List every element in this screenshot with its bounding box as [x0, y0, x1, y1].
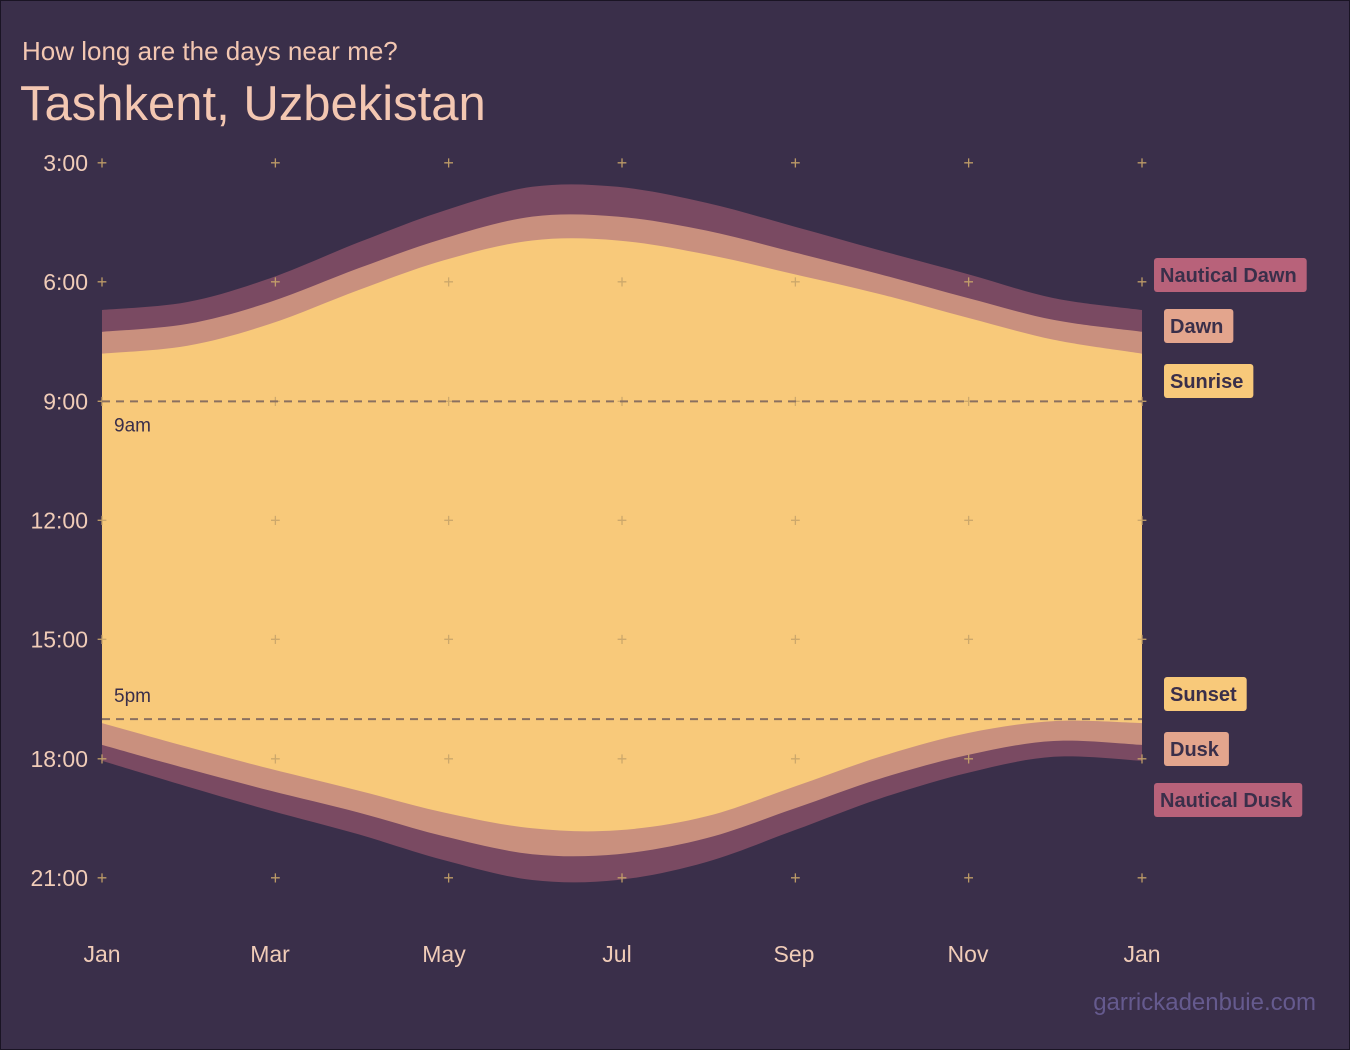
x-tick-label: Mar [250, 941, 290, 967]
grid-cross: + [270, 868, 281, 888]
chart-title: Tashkent, Uzbekistan [20, 77, 486, 131]
reference-line-label: 9am [114, 415, 151, 436]
grid-cross: + [617, 630, 628, 650]
series-label: Sunset [1164, 677, 1247, 711]
y-tick-label: 3:00 [43, 150, 88, 176]
x-tick-label: Jul [602, 941, 631, 967]
x-tick-label: Sep [774, 941, 815, 967]
x-tick-label: Jan [83, 941, 120, 967]
grid-cross: + [963, 272, 974, 292]
y-tick-label: 12:00 [30, 508, 88, 534]
grid-cross: + [963, 153, 974, 173]
grid-cross: + [97, 272, 108, 292]
svg-text:Nautical Dawn: Nautical Dawn [1160, 265, 1297, 287]
grid-cross: + [270, 272, 281, 292]
svg-text:Nautical Dusk: Nautical Dusk [1160, 790, 1293, 812]
grid-cross: + [1137, 749, 1148, 769]
daylight-bands [102, 184, 1142, 883]
svg-text:Dusk: Dusk [1170, 739, 1220, 761]
daylight-band [102, 238, 1142, 832]
grid-cross: + [1137, 630, 1148, 650]
grid-cross: + [790, 630, 801, 650]
y-tick-label: 21:00 [30, 865, 88, 891]
grid-cross: + [97, 868, 108, 888]
y-tick-label: 18:00 [30, 746, 88, 772]
grid-cross: + [617, 868, 628, 888]
x-tick-label: Nov [948, 941, 989, 967]
grid-cross: + [443, 272, 454, 292]
grid-cross: + [443, 868, 454, 888]
series-label: Dawn [1164, 309, 1234, 343]
x-axis: Jan Mar May Jul Sep Nov Jan [83, 941, 1160, 967]
grid-cross: + [443, 511, 454, 531]
series-label: Dusk [1164, 732, 1229, 766]
y-tick-label: 15:00 [30, 627, 88, 653]
grid-cross: + [617, 153, 628, 173]
grid-cross: + [963, 749, 974, 769]
grid-cross: + [270, 511, 281, 531]
grid-cross: + [617, 749, 628, 769]
y-tick-label: 9:00 [43, 388, 88, 414]
reference-lines: 9am 5pm [102, 400, 1142, 721]
grid-cross: + [790, 868, 801, 888]
grid-crosses: + + + + + + + + + + + + + + + + + + + + + + + + + + + + + + + + + + + + + + + +… [97, 153, 1148, 888]
grid-cross: + [1137, 153, 1148, 173]
grid-cross: + [790, 272, 801, 292]
grid-cross: + [270, 749, 281, 769]
series-label: Sunrise [1164, 364, 1254, 398]
svg-text:Sunrise: Sunrise [1170, 371, 1243, 393]
x-tick-label: May [422, 941, 466, 967]
x-tick-label: Jan [1123, 941, 1160, 967]
grid-cross: + [270, 153, 281, 173]
grid-cross: + [97, 749, 108, 769]
grid-cross: + [97, 630, 108, 650]
grid-cross: + [963, 868, 974, 888]
grid-cross: + [443, 153, 454, 173]
grid-cross: + [963, 511, 974, 531]
grid-cross: + [963, 391, 974, 411]
grid-cross: + [97, 153, 108, 173]
svg-text:Sunset: Sunset [1170, 684, 1237, 706]
y-tick-label: 6:00 [43, 269, 88, 295]
chart-subtitle: How long are the days near me? [22, 36, 398, 66]
grid-cross: + [270, 630, 281, 650]
svg-text:Dawn: Dawn [1170, 316, 1223, 338]
reference-line-label: 5pm [114, 686, 151, 707]
chart-caption: garrickadenbuie.com [1093, 989, 1316, 1016]
grid-cross: + [443, 749, 454, 769]
series-label: Nautical Dawn [1154, 258, 1307, 292]
grid-cross: + [1137, 868, 1148, 888]
grid-cross: + [790, 511, 801, 531]
series-labels: Nautical Dawn Dawn Sunrise Sunset Dusk Nautic… [1154, 258, 1307, 817]
grid-cross: + [617, 272, 628, 292]
grid-cross: + [1137, 272, 1148, 292]
grid-cross: + [963, 630, 974, 650]
grid-cross: + [790, 153, 801, 173]
grid-cross: + [443, 630, 454, 650]
grid-cross: + [1137, 511, 1148, 531]
grid-cross: + [443, 391, 454, 411]
series-label: Nautical Dusk [1154, 783, 1303, 817]
y-axis: 3:00 6:00 9:00 12:00 15:00 18:00 21:00 [30, 150, 88, 891]
grid-cross: + [790, 749, 801, 769]
grid-cross: + [617, 511, 628, 531]
grid-cross: + [97, 511, 108, 531]
